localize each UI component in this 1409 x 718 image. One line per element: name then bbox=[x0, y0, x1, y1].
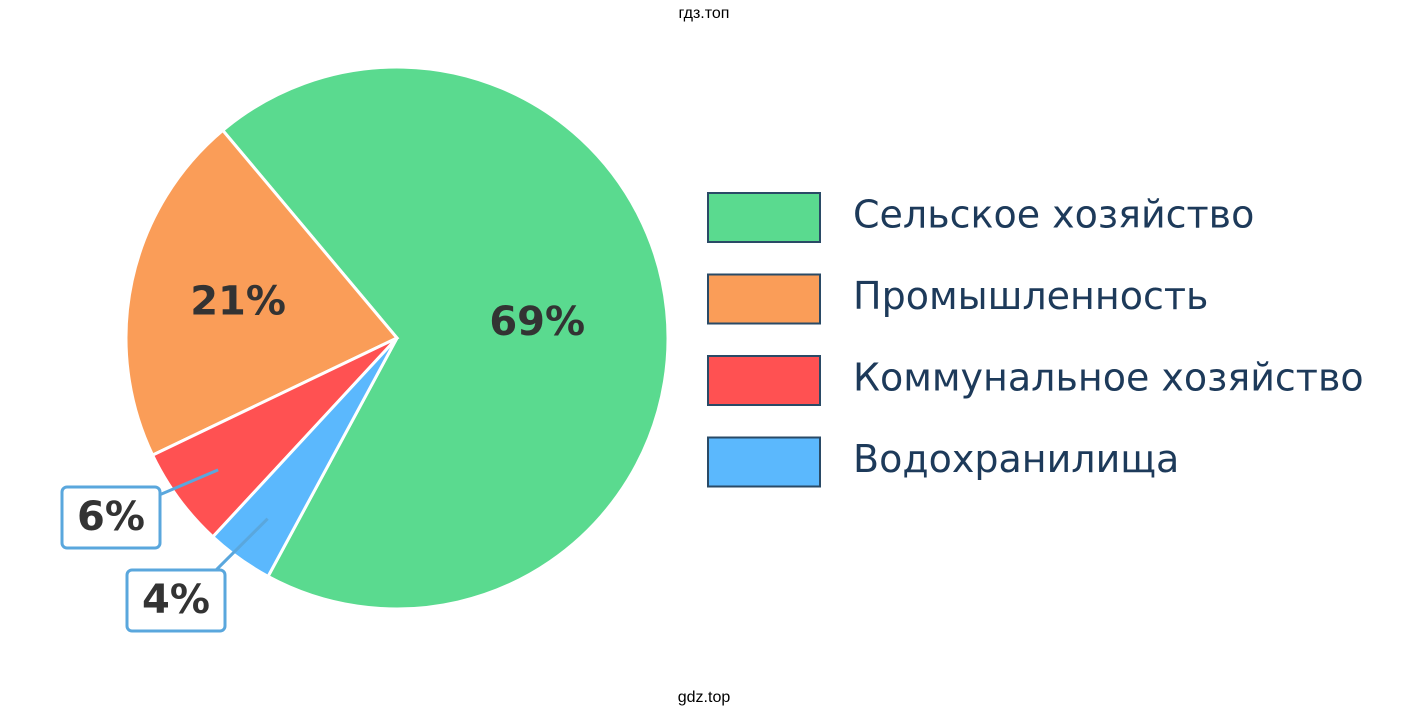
label-box bbox=[60, 485, 162, 550]
data-label: 21% bbox=[190, 279, 286, 325]
legend-label: Сельское хозяйство bbox=[853, 193, 1254, 237]
label-box bbox=[125, 568, 227, 633]
legend-label: Водохранилища bbox=[853, 437, 1179, 481]
legend-swatch bbox=[707, 355, 821, 406]
legend-swatch bbox=[707, 192, 821, 243]
data-label: 4% bbox=[142, 577, 210, 623]
pie-slice bbox=[210, 336, 399, 579]
pie-slice bbox=[220, 65, 670, 611]
legend-swatch bbox=[707, 273, 821, 325]
watermark: gdz.top bbox=[678, 689, 731, 706]
pie-slice bbox=[124, 128, 400, 458]
legend-label: Коммунальное хозяйство bbox=[853, 356, 1364, 400]
data-label: 69% bbox=[489, 299, 585, 345]
watermark: гдз.топ bbox=[679, 5, 730, 22]
legend-swatch bbox=[707, 436, 821, 488]
legend-label: Промышленность bbox=[853, 274, 1208, 318]
data-label: 6% bbox=[77, 494, 145, 540]
